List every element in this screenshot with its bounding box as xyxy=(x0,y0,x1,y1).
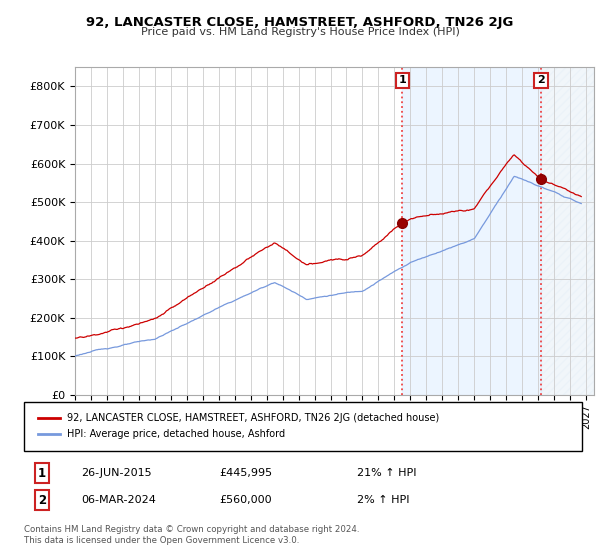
Text: 21% ↑ HPI: 21% ↑ HPI xyxy=(357,468,416,478)
Text: 2: 2 xyxy=(537,76,545,85)
Text: 2% ↑ HPI: 2% ↑ HPI xyxy=(357,495,409,505)
Text: Contains HM Land Registry data © Crown copyright and database right 2024.
This d: Contains HM Land Registry data © Crown c… xyxy=(24,525,359,545)
Text: 2: 2 xyxy=(38,493,46,507)
Text: £445,995: £445,995 xyxy=(219,468,272,478)
Text: Price paid vs. HM Land Registry's House Price Index (HPI): Price paid vs. HM Land Registry's House … xyxy=(140,27,460,37)
Text: 1: 1 xyxy=(38,466,46,480)
Text: 06-MAR-2024: 06-MAR-2024 xyxy=(81,495,156,505)
Legend: 92, LANCASTER CLOSE, HAMSTREET, ASHFORD, TN26 2JG (detached house), HPI: Average: 92, LANCASTER CLOSE, HAMSTREET, ASHFORD,… xyxy=(34,409,443,443)
Text: 1: 1 xyxy=(398,76,406,85)
Bar xyxy=(541,67,594,395)
Text: £560,000: £560,000 xyxy=(219,495,272,505)
Bar xyxy=(402,67,541,395)
Text: 92, LANCASTER CLOSE, HAMSTREET, ASHFORD, TN26 2JG: 92, LANCASTER CLOSE, HAMSTREET, ASHFORD,… xyxy=(86,16,514,29)
FancyBboxPatch shape xyxy=(24,402,582,451)
Text: 26-JUN-2015: 26-JUN-2015 xyxy=(81,468,152,478)
